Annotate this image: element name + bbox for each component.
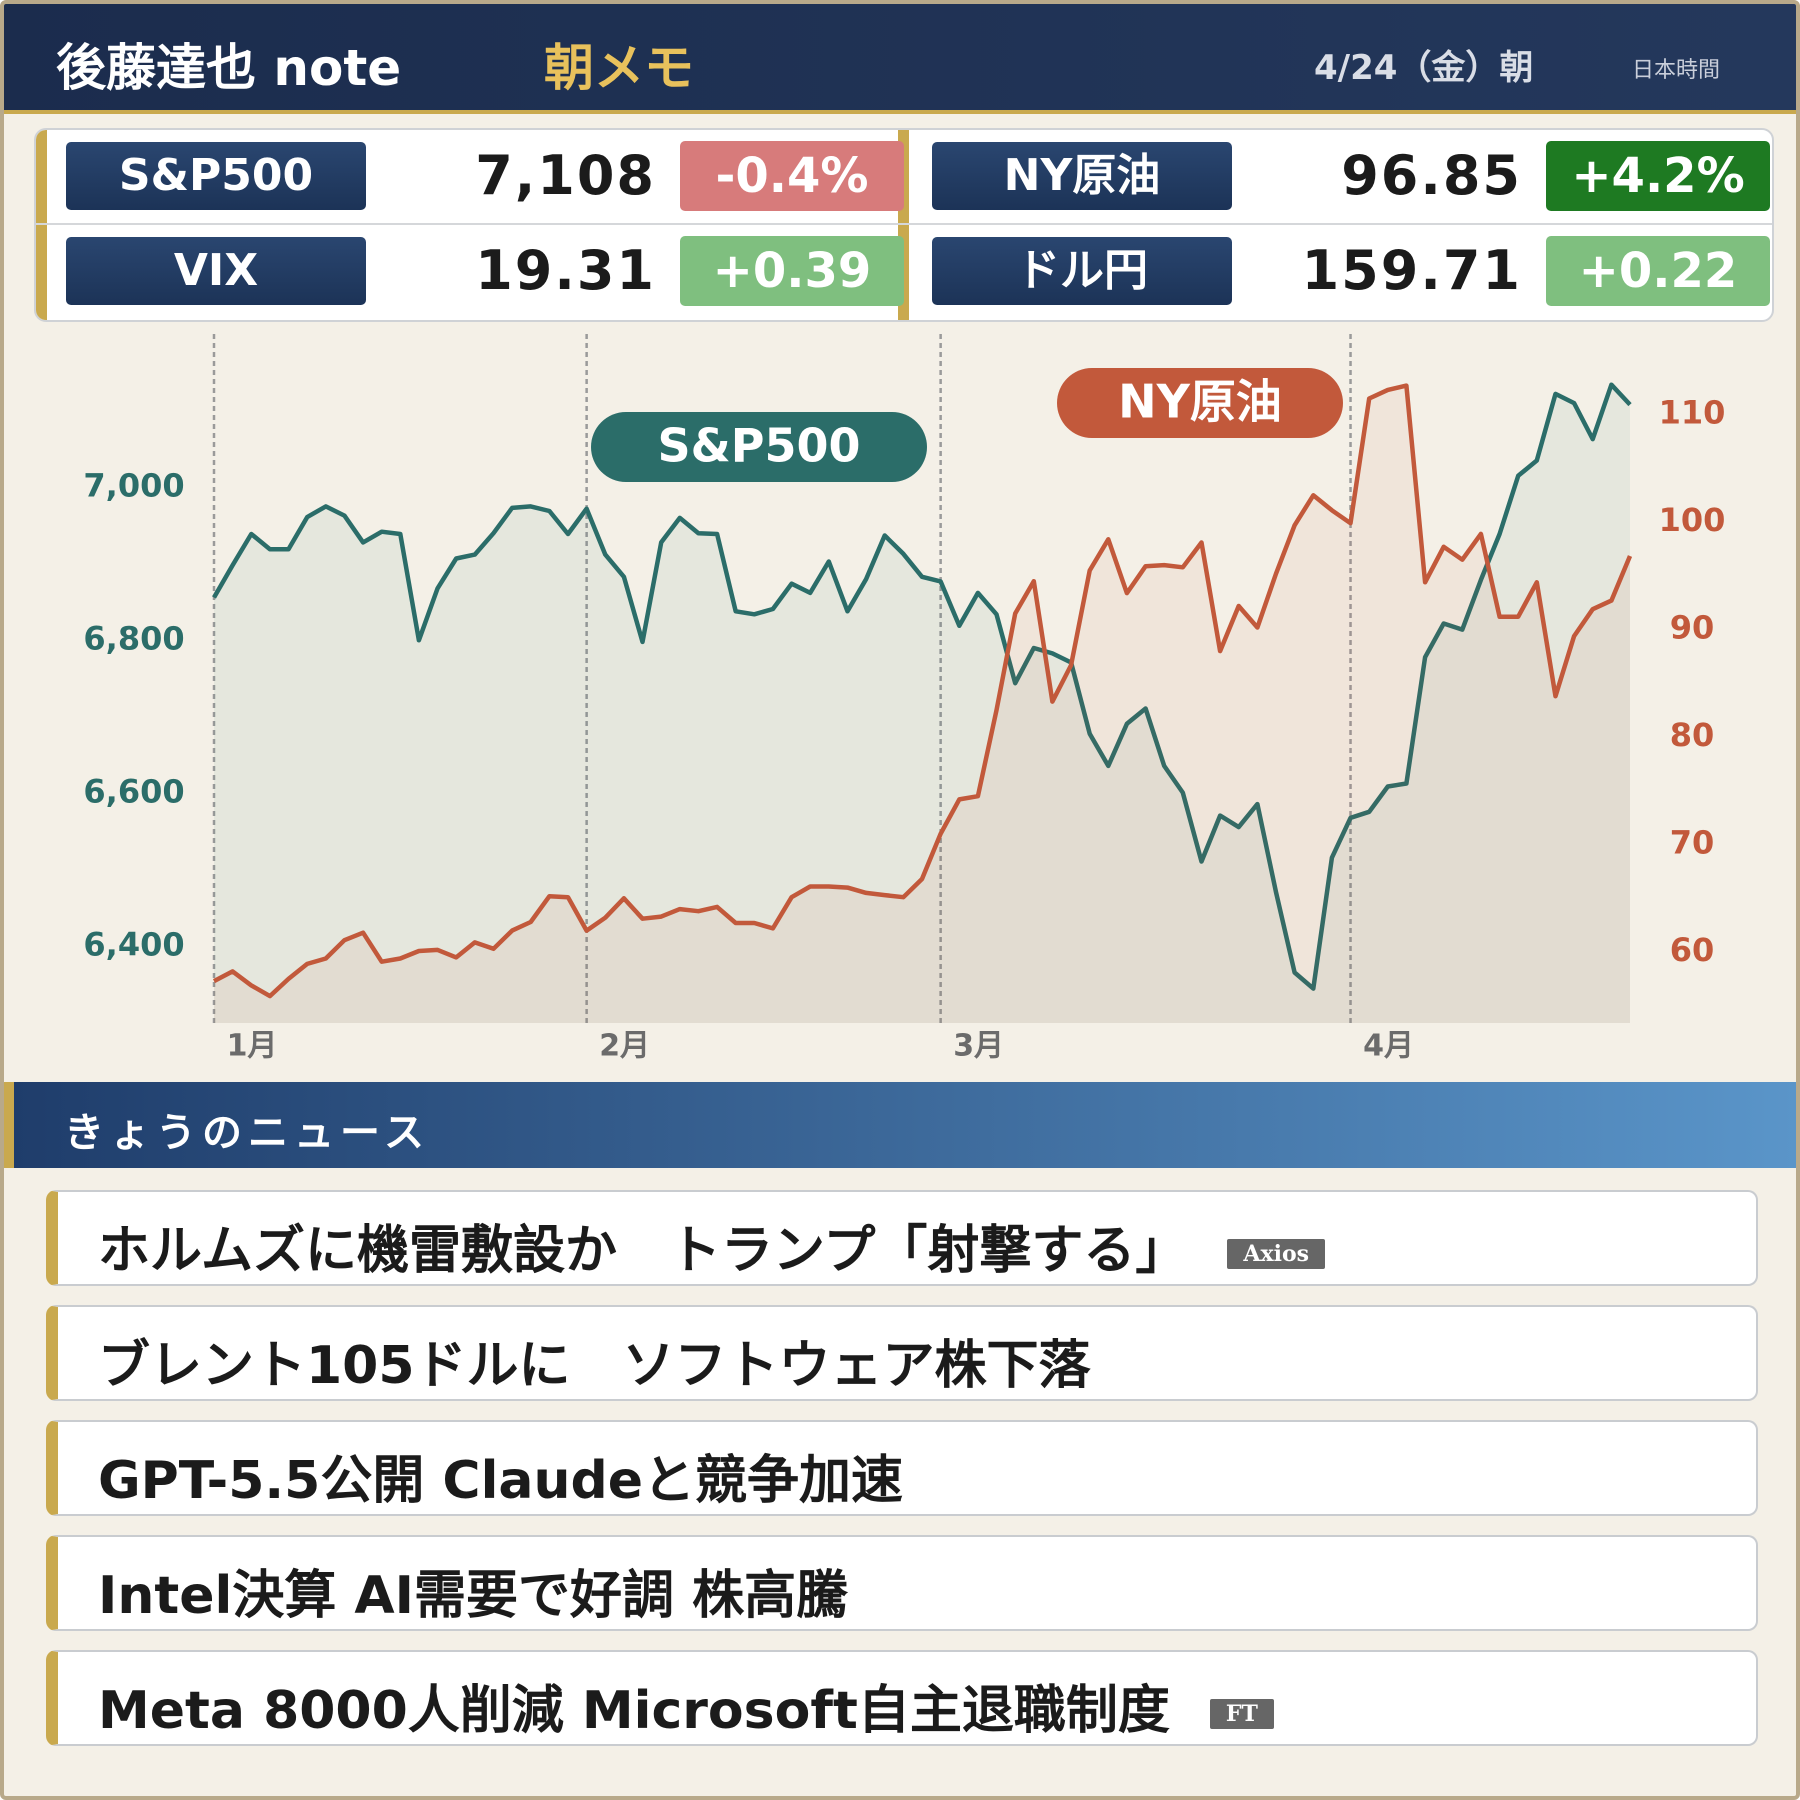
series-label: NY原油 <box>1118 375 1282 429</box>
y2-tick-label: 110 <box>1659 394 1726 432</box>
area <box>214 384 1630 1023</box>
news-item: Intel決算 AI需要で好調 株高騰 <box>46 1535 1758 1631</box>
series-label-box <box>1057 368 1343 438</box>
quote-name: ドル円 <box>932 237 1232 305</box>
y2-tick-label: 80 <box>1670 716 1715 754</box>
quote-panel: S&P500 7,108 -0.4% NY原油 96.85 +4.2% VIX 19.31 +0… <box>34 128 1774 322</box>
quote-value: 19.31 <box>475 239 656 302</box>
news-title: きょうのニュース <box>64 1110 430 1156</box>
news-item: ブレント105ドルに ソフトウェア株下落 <box>46 1305 1758 1401</box>
y-tick-label: 6,400 <box>83 925 184 963</box>
y2-tick-label: 70 <box>1670 824 1715 862</box>
quote-value: 159.71 <box>1301 239 1522 302</box>
series-label-box <box>591 412 927 482</box>
quote-change: +0.22 <box>1546 236 1770 306</box>
quote-change: +4.2% <box>1546 141 1770 211</box>
y2-tick-label: 60 <box>1670 931 1715 969</box>
y2-tick-label: 100 <box>1659 501 1726 539</box>
line <box>212 383 1633 999</box>
y-tick-label: 6,800 <box>83 619 184 657</box>
x-tick-label: 1月 <box>227 1029 278 1064</box>
series-label: S&P500 <box>658 419 861 473</box>
news-item: Meta 8000人削減 Microsoft自主退職制度 FT <box>46 1650 1758 1746</box>
news-item: GPT-5.5公開 Claudeと競争加速 <box>46 1420 1758 1516</box>
accent-bar <box>36 130 47 320</box>
headline: ブレント105ドルに ソフトウェア株下落 <box>98 1336 1091 1396</box>
headline: Meta 8000人削減 Microsoft自主退職制度 <box>98 1681 1170 1741</box>
quote-change: -0.4% <box>680 141 904 211</box>
quote-name: VIX <box>66 237 366 305</box>
news-text: Meta 8000人削減 Microsoft自主退職制度 FT <box>98 1668 1274 1743</box>
y2-tick-label: 90 <box>1670 609 1715 647</box>
news-text: ホルムズに機雷敷設か トランプ「射撃する」 Axios <box>98 1208 1326 1283</box>
news-text: ブレント105ドルに ソフトウェア株下落 <box>98 1323 1091 1398</box>
news-header: きょうのニュース <box>4 1082 1796 1168</box>
x-tick-label: 2月 <box>599 1029 650 1064</box>
quote-change: +0.39 <box>680 236 904 306</box>
area <box>214 385 1630 1024</box>
quote-name: S&P500 <box>66 142 366 210</box>
quote-value: 96.85 <box>1341 144 1522 207</box>
x-tick-label: 3月 <box>953 1029 1004 1064</box>
divider <box>36 223 1772 225</box>
quote-value: 7,108 <box>475 144 656 207</box>
date: 4/24（金）朝 <box>1314 48 1534 88</box>
headline: Intel決算 AI需要で好調 株高騰 <box>98 1566 849 1626</box>
source-badge: Axios <box>1227 1239 1326 1269</box>
news-text: GPT-5.5公開 Claudeと競争加速 <box>98 1438 903 1513</box>
headline: ホルムズに機雷敷設か トランプ「射撃する」 <box>98 1221 1188 1281</box>
news-item: ホルムズに機雷敷設か トランプ「射撃する」 Axios <box>46 1190 1758 1286</box>
accent-bar <box>898 130 909 320</box>
header: 後藤達也 note 朝メモ 4/24（金）朝 日本時間 <box>4 4 1796 114</box>
title: 後藤達也 note <box>56 39 402 97</box>
source-badge: FT <box>1209 1699 1274 1729</box>
quote-name: NY原油 <box>932 142 1232 210</box>
chart: 1月 2月 3月 4月 6,400 6,600 6,800 7,000 60 70 80 90 100 1… <box>83 334 1726 1064</box>
subtitle: 朝メモ <box>544 39 694 97</box>
news-text: Intel決算 AI需要で好調 株高騰 <box>98 1553 848 1628</box>
headline: GPT-5.5公開 Claudeと競争加速 <box>98 1451 904 1511</box>
y-tick-label: 7,000 <box>83 466 184 504</box>
x-tick-label: 4月 <box>1363 1029 1414 1064</box>
timezone: 日本時間 <box>1632 58 1721 83</box>
y-tick-label: 6,600 <box>83 772 184 810</box>
line <box>212 382 1632 991</box>
